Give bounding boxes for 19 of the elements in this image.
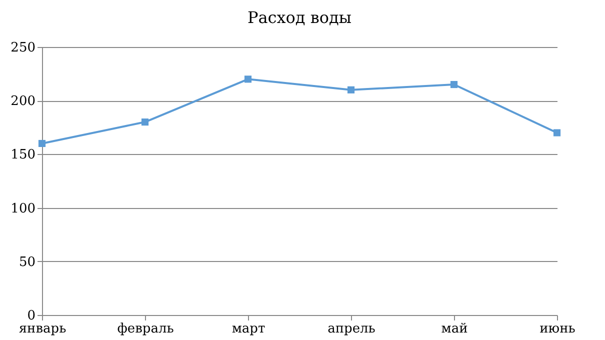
x-tick-label: май bbox=[441, 322, 468, 336]
y-tick-label: 150 bbox=[10, 148, 36, 163]
y-tick-label: 100 bbox=[10, 201, 36, 216]
point bbox=[553, 129, 561, 136]
y-tick-label: 0 bbox=[27, 308, 36, 324]
point bbox=[244, 76, 252, 83]
x-tick-label: июнь bbox=[540, 322, 576, 336]
y-tick-label: 200 bbox=[10, 94, 36, 110]
point bbox=[450, 80, 458, 88]
point bbox=[347, 86, 355, 94]
x-tick-label: январь bbox=[18, 322, 66, 336]
x-tick-label: март bbox=[232, 322, 266, 336]
point bbox=[141, 118, 149, 126]
point bbox=[38, 140, 46, 148]
chart-title: Расход воды bbox=[247, 8, 352, 27]
y-tick-label: 50 bbox=[18, 254, 36, 270]
y-tick-label: 250 bbox=[10, 40, 36, 56]
x-tick-label: апрель bbox=[328, 322, 376, 336]
x-tick-label: февраль bbox=[117, 322, 174, 336]
